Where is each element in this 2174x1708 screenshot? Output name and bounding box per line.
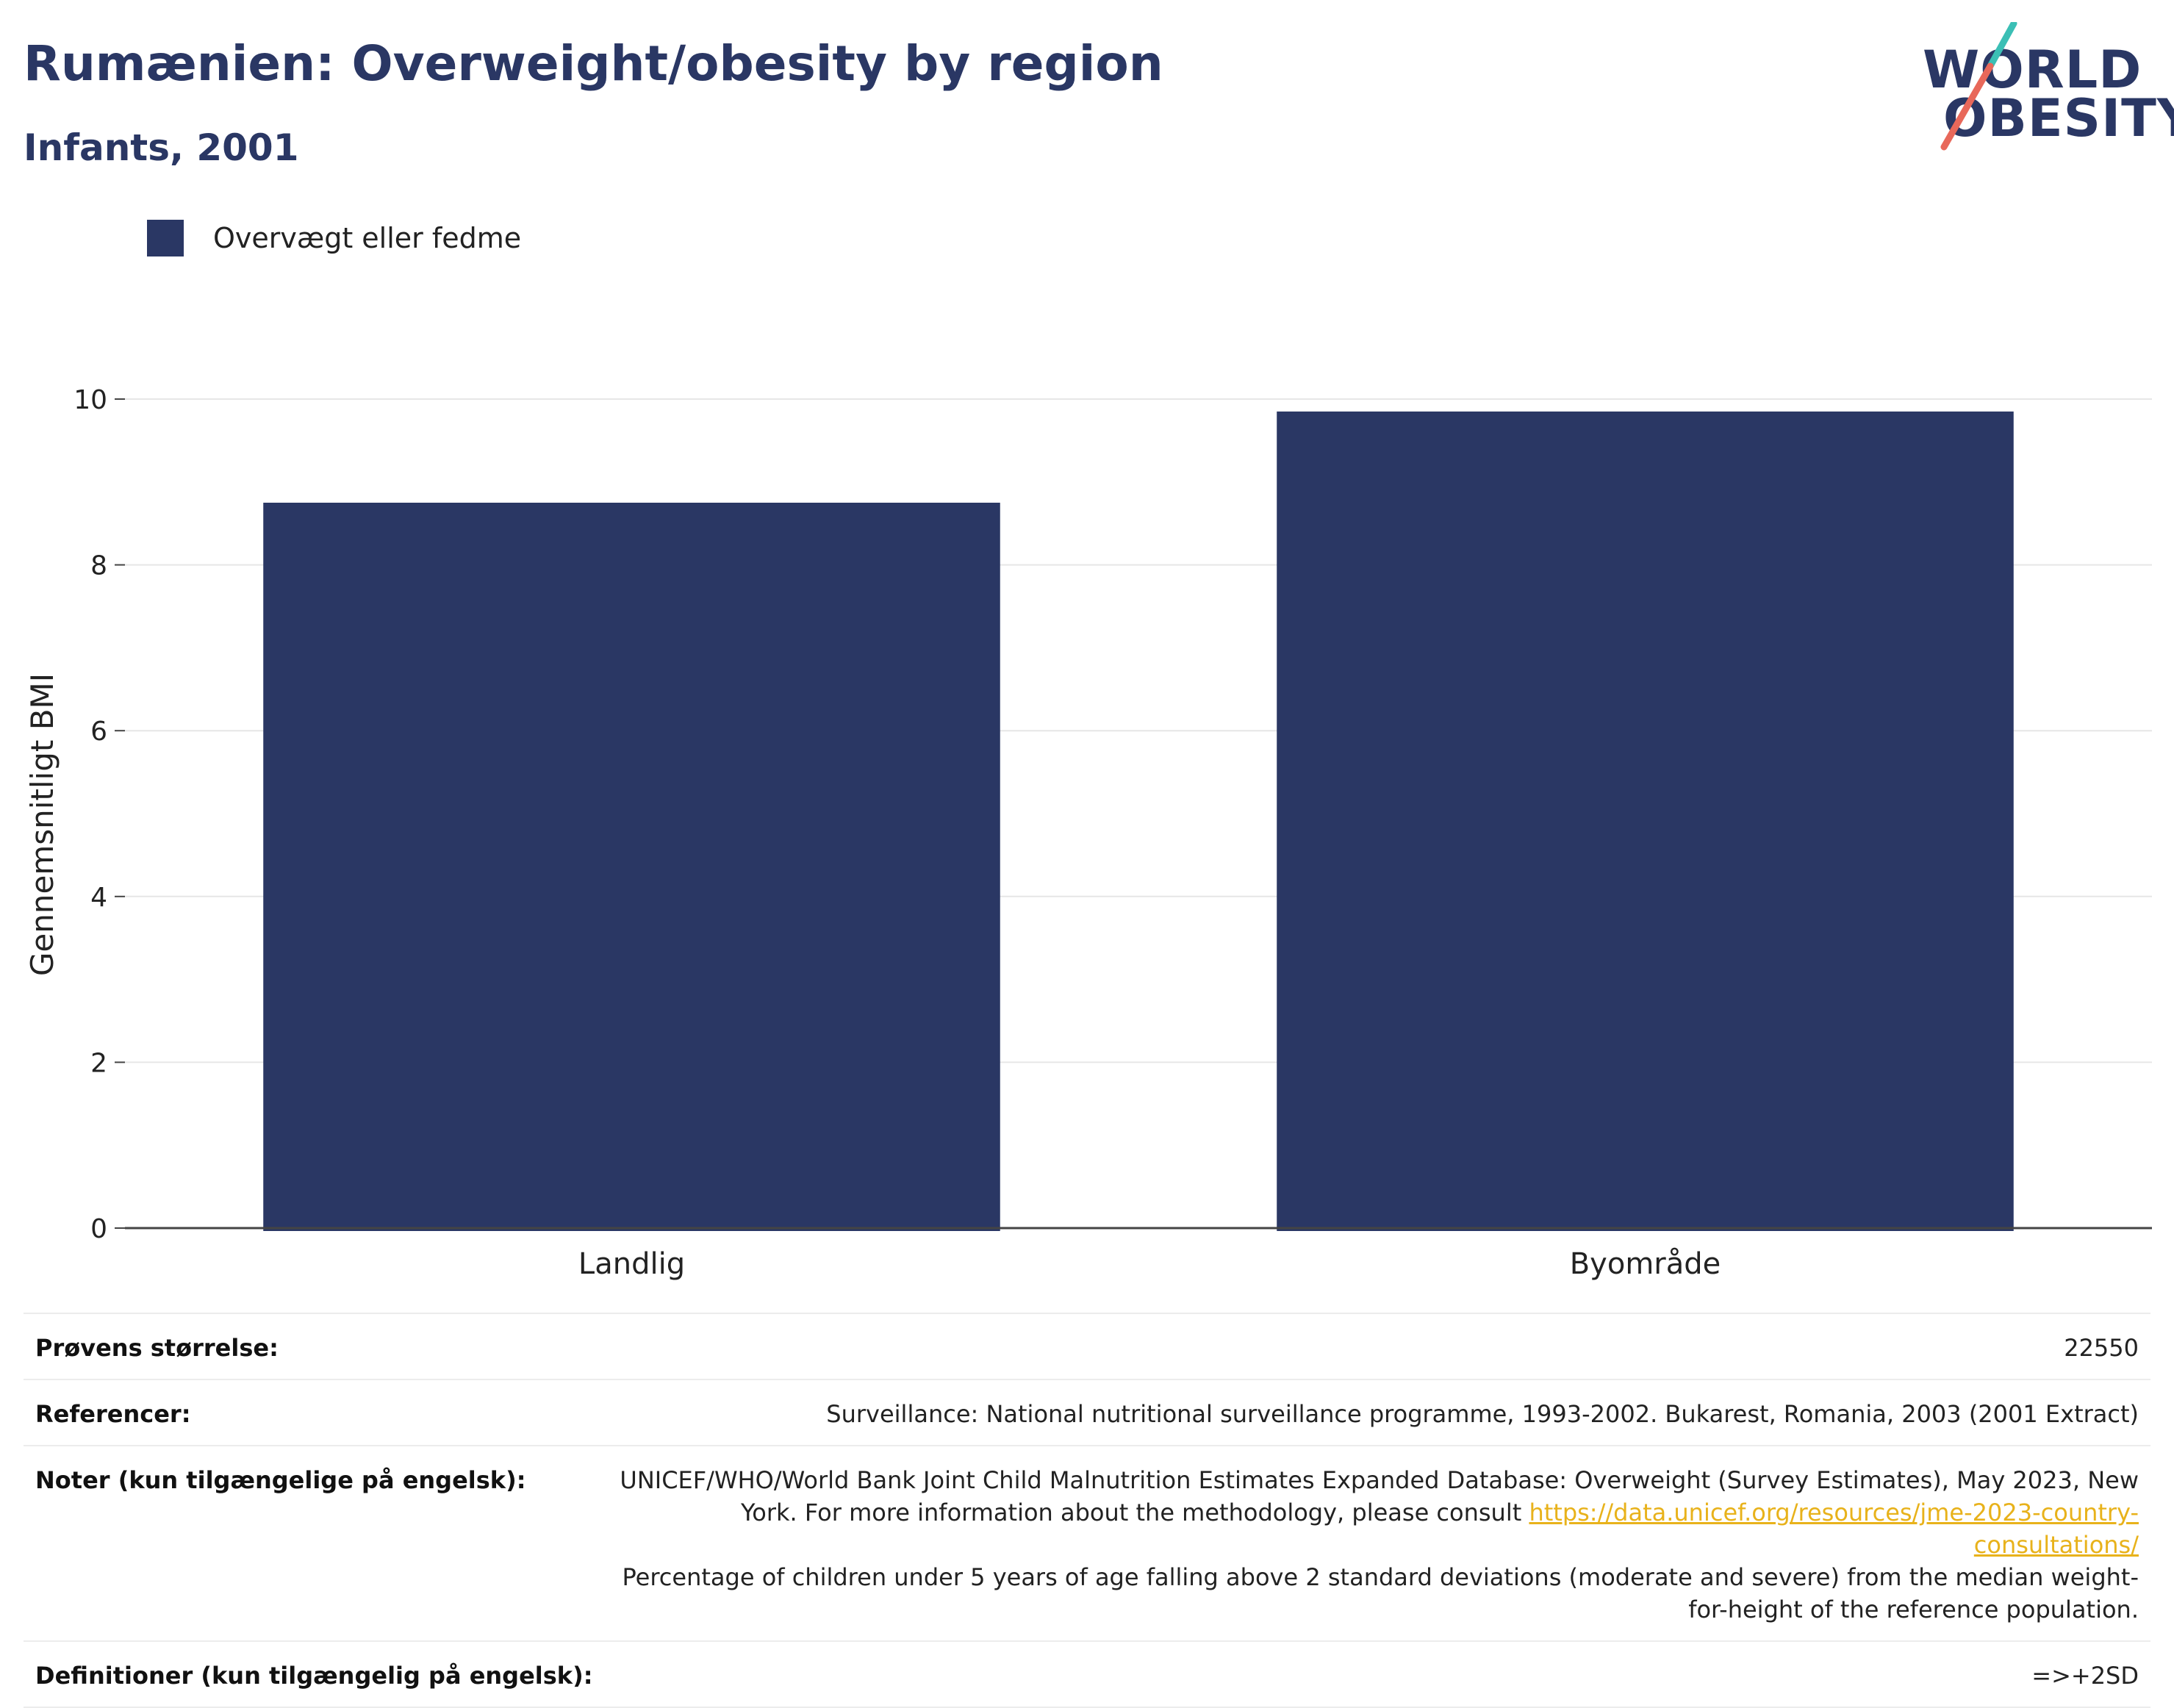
x-tick-label: Landlig <box>578 1247 685 1281</box>
y-tick-label: 6 <box>90 717 107 747</box>
info-table: Prøvens størrelse: 22550 Referencer: Sur… <box>24 1313 2150 1708</box>
references-label: Referencer: <box>35 1400 191 1428</box>
y-tick-label: 4 <box>90 883 107 913</box>
info-row-references: Referencer: Surveillance: National nutri… <box>24 1380 2150 1446</box>
y-axis-label: Gennemsnitligt BMI <box>24 673 60 976</box>
y-tick-label: 2 <box>90 1048 107 1078</box>
info-row-notes: Noter (kun tilgængelige på engelsk): UNI… <box>24 1446 2150 1642</box>
x-tick-label: Byområde <box>1570 1247 1721 1281</box>
notes-link[interactable]: https://data.unicef.org/resources/jme-20… <box>1529 1499 2139 1559</box>
logo-line-1: WORLD <box>1923 40 2142 100</box>
chart-title: Rumænien: Overweight/obesity by region <box>24 35 1163 92</box>
info-row-sample: Prøvens størrelse: 22550 <box>24 1314 2150 1380</box>
bar-chart: 0 2 4 6 8 10 Landlig Byområde Gennemsnitligt B… <box>24 385 2152 1281</box>
bar-0[interactable] <box>263 503 1000 1231</box>
y-axis-ticks: 0 2 4 6 8 10 <box>73 385 125 1244</box>
notes-text-2: Percentage of children under 5 years of … <box>622 1563 2139 1623</box>
bars <box>263 411 2014 1232</box>
legend-label: Overvægt eller fedme <box>213 222 522 254</box>
notes-label: Noter (kun tilgængelige på engelsk): <box>35 1466 526 1494</box>
world-obesity-logo[interactable]: WORLD OBESITY <box>1911 22 2174 154</box>
legend[interactable]: Overvægt eller fedme <box>147 218 521 259</box>
definitions-label: Definitioner (kun tilgængelig på engelsk… <box>35 1662 593 1690</box>
bar-1[interactable] <box>1277 411 2014 1232</box>
legend-swatch <box>147 220 184 256</box>
sample-size-value: 22550 <box>2064 1334 2139 1362</box>
notes-text-1: UNICEF/WHO/World Bank Joint Child Malnut… <box>620 1466 2139 1526</box>
definitions-value: =>+2SD <box>2031 1662 2139 1690</box>
references-value: Surveillance: National nutritional surve… <box>826 1400 2139 1428</box>
notes-value: UNICEF/WHO/World Bank Joint Child Malnut… <box>595 1464 2139 1626</box>
y-tick-label: 0 <box>90 1214 107 1244</box>
logo-line-2: OBESITY <box>1943 88 2174 148</box>
y-tick-label: 8 <box>90 551 107 581</box>
y-tick-label: 10 <box>73 385 107 415</box>
chart-subtitle: Infants, 2001 <box>24 126 299 169</box>
logo-slash-icon <box>1940 22 2017 151</box>
info-row-definitions: Definitioner (kun tilgængelig på engelsk… <box>24 1642 2150 1708</box>
x-axis-ticks: Landlig Byområde <box>578 1247 1721 1281</box>
sample-size-label: Prøvens størrelse: <box>35 1334 279 1362</box>
